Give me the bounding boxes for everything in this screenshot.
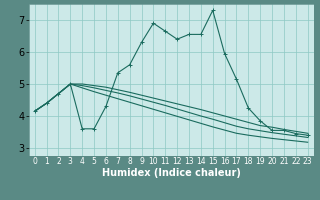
X-axis label: Humidex (Indice chaleur): Humidex (Indice chaleur) bbox=[102, 168, 241, 178]
